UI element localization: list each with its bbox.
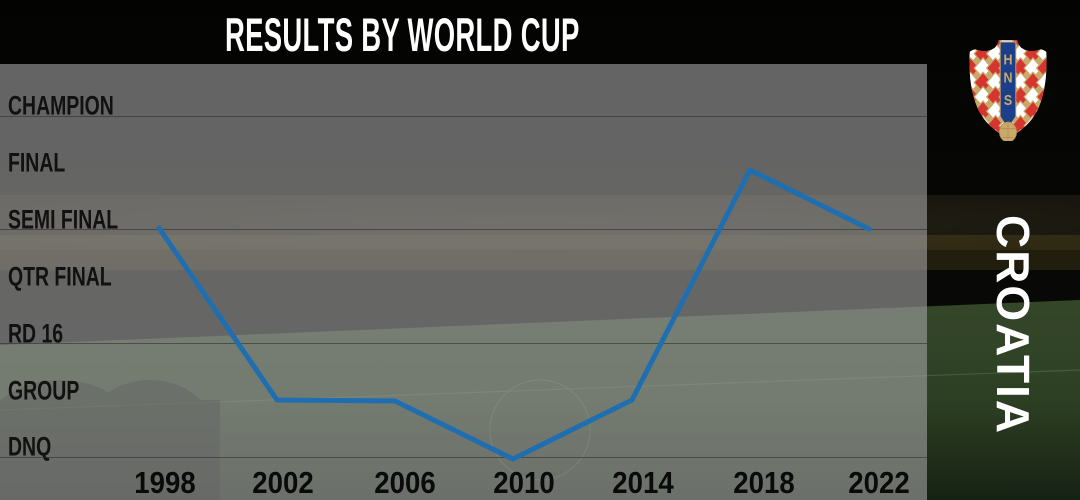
svg-text:H: H [1003,52,1012,68]
svg-text:N: N [1003,70,1012,86]
svg-text:S: S [1004,92,1012,108]
